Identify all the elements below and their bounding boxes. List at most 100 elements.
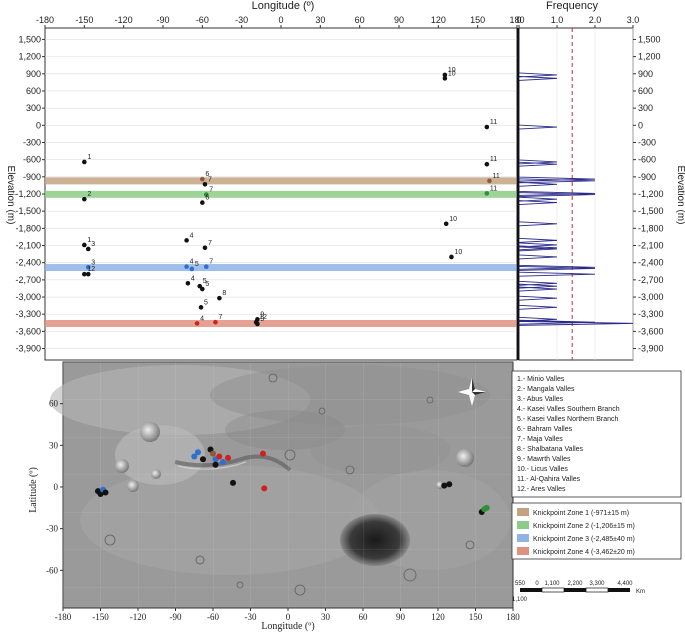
y-tick-label: -2,400 [638, 258, 664, 268]
legend-item: 4.- Kasei Valles Southern Branch [517, 406, 620, 413]
map-y-label: Latitude (º) [28, 467, 39, 513]
knickpoint-point [189, 266, 195, 272]
x-tick-label: 180 [506, 612, 520, 622]
zone-legend-box [511, 502, 682, 560]
map-knickpoint-marker [260, 450, 266, 457]
knickpoint-label: 7 [209, 187, 213, 194]
y-tick-label: 300 [26, 103, 41, 113]
valles-legend-items: 1.- Minio Valles 2.- Mangala Valles 3.- Ab… [517, 376, 620, 493]
knickpoint-label: 9 [260, 311, 264, 318]
knickpoint-label: 7 [218, 314, 222, 321]
y-tick-label: -3,300 [15, 309, 41, 319]
x-tick-label: 0 [278, 15, 283, 25]
knickpoint-point [85, 271, 91, 277]
zone-swatch [517, 508, 529, 516]
knickpoint-label: 5 [205, 281, 209, 288]
legend-item: 12.- Ares Valles [517, 486, 566, 493]
map-knickpoint-marker [446, 481, 453, 488]
knickpoint-label: 12 [259, 314, 267, 321]
top-longitude-ticks: -180 -150 -120 -90 -60 -30 0 30 60 90 120 150 180 [36, 15, 525, 28]
map-x-label: Longitude (º) [261, 621, 314, 632]
knickpoint-label: 9 [260, 316, 264, 323]
map-knickpoint-marker [441, 482, 448, 489]
knickpoint-point [194, 321, 200, 326]
knickpoint-point [203, 192, 209, 197]
map-latitude-ticks: 60 30 0 -30 -60 [46, 399, 63, 575]
scale-bar-left-label: 1,100 [512, 597, 528, 603]
right-axis-label: Elevation (m) [675, 166, 685, 225]
x-tick-label: 90 [396, 612, 406, 622]
valles-legend: 1.- Minio Valles 2.- Mangala Valles 3.- Ab… [511, 370, 682, 498]
y-tick-label: -2,100 [638, 241, 664, 251]
legend-item: 2.- Mangala Valles [517, 386, 575, 393]
knickpoint-point [184, 238, 189, 243]
y-tick-label: -1,800 [638, 223, 664, 233]
x-tick-label: -30 [235, 15, 248, 25]
y-tick-label: -1,200 [15, 189, 41, 199]
scale-bar-label: 4,400 [617, 581, 633, 587]
knickpoint-label: 11 [490, 156, 497, 163]
knickpoint-label: 1 [87, 154, 91, 161]
y-tick-label: -2,700 [15, 275, 41, 285]
map-knickpoint-marker [220, 459, 226, 465]
knickpoint-point [443, 221, 449, 227]
knickpoint-point [85, 264, 91, 270]
knickpoint-label: 4 [190, 232, 194, 239]
map-graticule [63, 362, 513, 608]
y-tick-label: -3,000 [638, 292, 664, 302]
zone-legend-label: Knickpoint Zone 3 (-2,485±40 m) [533, 536, 635, 543]
x-tick-label: 60 [355, 15, 365, 25]
y-tick-label: 0 [54, 482, 59, 492]
y-tick-label: 1,500 [638, 34, 661, 44]
mars-map: -180 -150 -120 -90 -60 -30 0 30 60 90 120 150 180 60… [28, 361, 520, 632]
y-tick-label: 600 [638, 86, 653, 96]
right-elevation-ticks: 1,500 1,200 900 600 300 0 -300 -600 -900 -1,200 -1… [633, 34, 664, 354]
y-tick-label: -300 [638, 137, 656, 147]
map-knickpoint-marker [225, 454, 231, 461]
frequency-label: Frequency [546, 0, 598, 12]
knickpoint-point [82, 159, 87, 165]
knickpoint-point [202, 181, 208, 187]
scale-bar-segment [520, 588, 542, 592]
y-tick-label: -1,500 [638, 206, 664, 216]
x-tick-label: 0 [286, 612, 291, 622]
map-knickpoint-marker [210, 450, 216, 457]
knickpoint-point [484, 124, 490, 130]
x-tick-label: 180 [509, 15, 524, 25]
y-tick-label: 300 [638, 103, 653, 113]
x-tick-label: -180 [55, 612, 72, 622]
knickpoint-point [200, 176, 205, 182]
map-knickpoint-marker [261, 485, 268, 492]
y-tick-label: 1,500 [18, 34, 41, 44]
y-tick-label: 30 [49, 440, 59, 450]
x-tick-label: 2.0 [589, 15, 602, 25]
valles-legend-box [511, 370, 682, 498]
knickpoint-label: 10 [454, 249, 462, 256]
knickpoint-point [213, 319, 218, 325]
x-tick-label: 150 [470, 15, 485, 25]
knickpoint-label: 3 [91, 241, 95, 248]
x-tick-label: 30 [321, 612, 331, 622]
zone-swatch [517, 521, 529, 529]
knickpoint-label: 10 [449, 216, 457, 223]
map-knickpoint-markers [95, 446, 490, 515]
frequency-ticks: 0 1.0 2.0 3.0 [516, 15, 639, 28]
legend-item: 3.- Abus Valles [517, 396, 564, 403]
zone-swatch [517, 547, 529, 555]
scale-bar-segment [564, 588, 586, 592]
knickpoint-zone-band [45, 264, 633, 272]
legend-item: 11.- Al-Qahira Valles [517, 476, 581, 483]
knickpoint-point [203, 264, 209, 269]
knickpoint-point [442, 72, 448, 78]
legend-item: 6.- Bahram Valles [517, 426, 573, 433]
map-knickpoint-marker [200, 456, 206, 463]
knickpoint-label: 7 [208, 176, 212, 183]
x-tick-label: 150 [469, 612, 483, 622]
x-tick-label: -60 [196, 15, 209, 25]
knickpoint-zone-band [45, 190, 633, 198]
knickpoint-point [184, 264, 189, 269]
map-longitude-ticks: -180 -150 -120 -90 -60 -30 0 30 60 90 120 150 180 [55, 608, 520, 622]
y-tick-label: -900 [23, 172, 41, 182]
knickpoint-label: 10 [448, 67, 456, 74]
